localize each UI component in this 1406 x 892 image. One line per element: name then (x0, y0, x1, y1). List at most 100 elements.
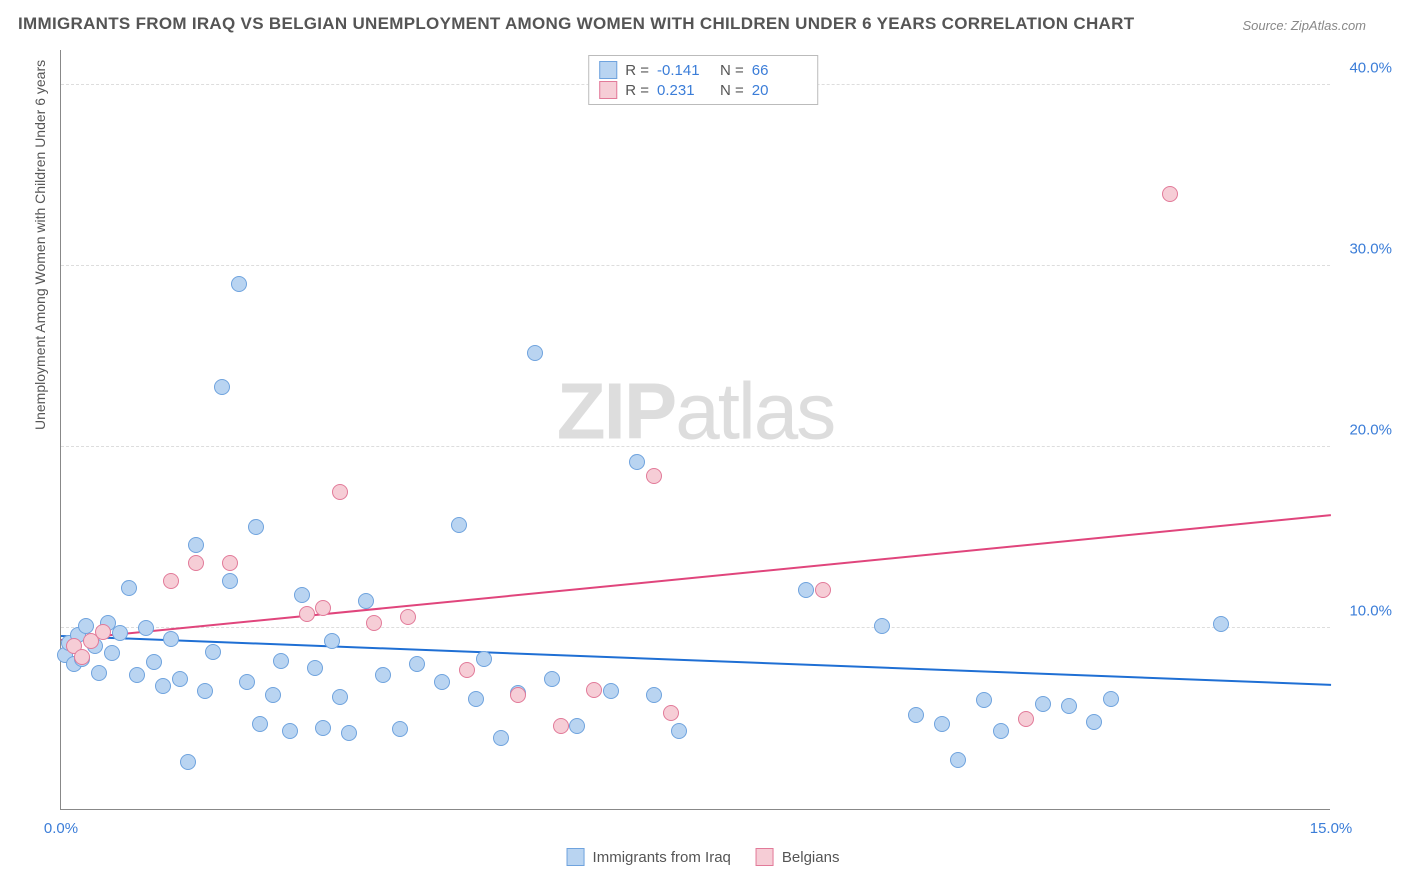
data-point (646, 687, 662, 703)
data-point (874, 618, 890, 634)
data-point (400, 609, 416, 625)
data-point (553, 718, 569, 734)
data-point (222, 573, 238, 589)
data-point (798, 582, 814, 598)
data-point (214, 379, 230, 395)
legend-series-item: Belgians (756, 848, 840, 866)
source-label: Source: ZipAtlas.com (1242, 18, 1366, 33)
plot-area: ZIPatlas 10.0%20.0%30.0%40.0%0.0%15.0% (60, 50, 1330, 810)
data-point (239, 674, 255, 690)
data-point (332, 484, 348, 500)
r-label: R = (625, 82, 649, 99)
data-point (950, 752, 966, 768)
data-point (299, 606, 315, 622)
data-point (163, 631, 179, 647)
data-point (375, 667, 391, 683)
y-tick-label: 20.0% (1337, 422, 1392, 439)
data-point (459, 662, 475, 678)
data-point (265, 687, 281, 703)
watermark: ZIPatlas (557, 365, 834, 457)
data-point (129, 667, 145, 683)
data-point (95, 624, 111, 640)
data-point (307, 660, 323, 676)
data-point (646, 468, 662, 484)
data-point (188, 537, 204, 553)
x-tick-label: 0.0% (44, 820, 78, 837)
data-point (510, 687, 526, 703)
data-point (252, 716, 268, 732)
data-point (315, 720, 331, 736)
n-label: N = (720, 62, 744, 79)
data-point (248, 519, 264, 535)
data-point (451, 517, 467, 533)
data-point (231, 276, 247, 292)
watermark-zip: ZIP (557, 366, 675, 455)
y-tick-label: 40.0% (1337, 60, 1392, 77)
legend-swatch (567, 848, 585, 866)
watermark-atlas: atlas (675, 366, 834, 455)
data-point (409, 656, 425, 672)
y-tick-label: 30.0% (1337, 241, 1392, 258)
data-point (1018, 711, 1034, 727)
data-point (908, 707, 924, 723)
r-value: 0.231 (657, 82, 712, 99)
data-point (324, 633, 340, 649)
data-point (476, 651, 492, 667)
data-point (163, 573, 179, 589)
data-point (663, 705, 679, 721)
data-point (180, 754, 196, 770)
legend-swatch (599, 81, 617, 99)
data-point (1061, 698, 1077, 714)
data-point (74, 649, 90, 665)
data-point (934, 716, 950, 732)
data-point (112, 625, 128, 641)
data-point (493, 730, 509, 746)
data-point (146, 654, 162, 670)
data-point (205, 644, 221, 660)
r-label: R = (625, 62, 649, 79)
data-point (197, 683, 213, 699)
data-point (1213, 616, 1229, 632)
y-axis-title: Unemployment Among Women with Children U… (32, 60, 48, 430)
data-point (1086, 714, 1102, 730)
legend-swatch (756, 848, 774, 866)
x-tick-label: 15.0% (1310, 820, 1353, 837)
n-label: N = (720, 82, 744, 99)
legend-stats: R =-0.141N =66R =0.231N =20 (588, 55, 818, 105)
grid-line (61, 265, 1330, 266)
data-point (671, 723, 687, 739)
legend-series: Immigrants from Iraq Belgians (567, 848, 840, 866)
data-point (629, 454, 645, 470)
data-point (366, 615, 382, 631)
data-point (434, 674, 450, 690)
data-point (104, 645, 120, 661)
data-point (527, 345, 543, 361)
data-point (341, 725, 357, 741)
data-point (544, 671, 560, 687)
data-point (603, 683, 619, 699)
data-point (586, 682, 602, 698)
chart-title: IMMIGRANTS FROM IRAQ VS BELGIAN UNEMPLOY… (18, 14, 1134, 34)
n-value: 66 (752, 62, 807, 79)
data-point (993, 723, 1009, 739)
data-point (273, 653, 289, 669)
grid-line (61, 627, 1330, 628)
n-value: 20 (752, 82, 807, 99)
y-tick-label: 10.0% (1337, 603, 1392, 620)
data-point (468, 691, 484, 707)
data-point (91, 665, 107, 681)
legend-series-label: Immigrants from Iraq (593, 849, 731, 866)
data-point (1162, 186, 1178, 202)
data-point (815, 582, 831, 598)
data-point (222, 555, 238, 571)
data-point (392, 721, 408, 737)
data-point (569, 718, 585, 734)
legend-stats-row: R = 0.231 N = 20 (599, 80, 807, 100)
data-point (294, 587, 310, 603)
grid-line (61, 446, 1330, 447)
legend-series-item: Immigrants from Iraq (567, 848, 731, 866)
legend-stats-row: R =-0.141N =66 (599, 60, 807, 80)
data-point (138, 620, 154, 636)
legend-swatch (599, 61, 617, 79)
data-point (172, 671, 188, 687)
